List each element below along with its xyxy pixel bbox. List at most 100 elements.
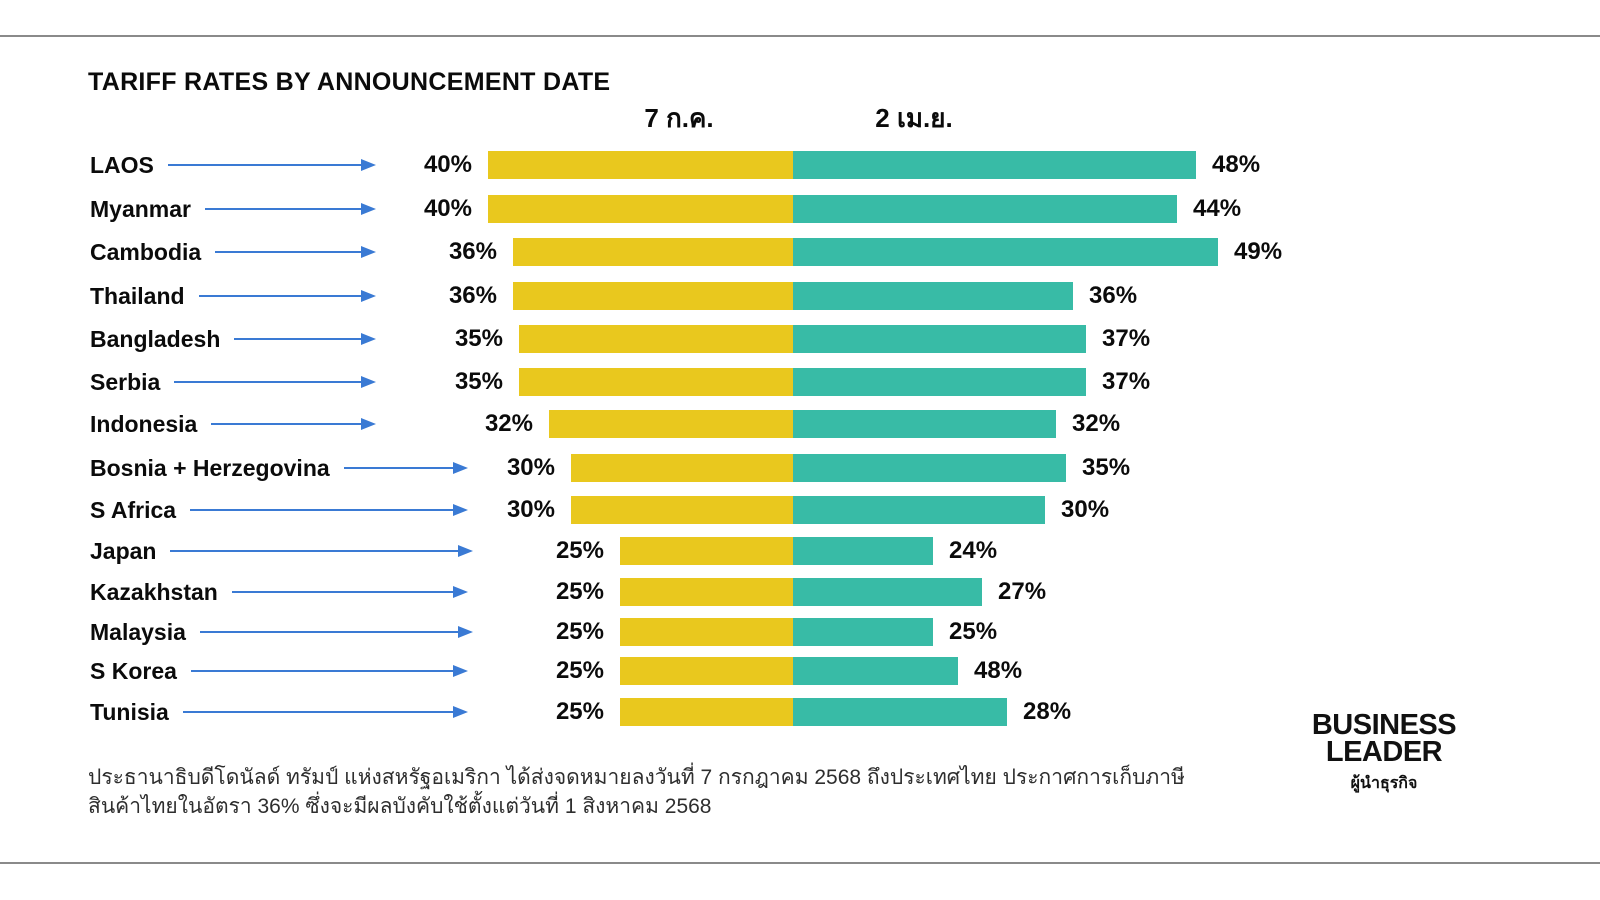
country-label: Malaysia <box>90 618 186 645</box>
arrow-line <box>211 417 376 430</box>
business-leader-logo: BUSINESS LEADER ผู้นำธุรกิจ <box>1303 709 1465 796</box>
country-label: Indonesia <box>90 410 198 437</box>
apr2-bar <box>793 282 1073 310</box>
jul7-bar <box>620 618 793 646</box>
footer-note-line2: สินค้าไทยในอัตรา 36% ซึ่งจะมีผลบังคับใช้… <box>88 795 712 818</box>
jul7-bar <box>620 578 793 606</box>
arrow-head-icon <box>361 158 376 171</box>
arrow-line <box>199 625 473 638</box>
arrow-head-icon <box>453 585 468 598</box>
country-label-arrow: Indonesia <box>90 410 376 438</box>
arrow-head-icon <box>458 625 473 638</box>
apr2-value-label: 37% <box>1102 325 1151 352</box>
apr2-bar <box>793 238 1218 266</box>
apr2-bar <box>793 410 1056 438</box>
arrow-head-icon <box>453 705 468 718</box>
arrow-line <box>198 289 376 302</box>
apr2-bar <box>793 151 1196 179</box>
country-label-arrow: Bosnia + Herzegovina <box>90 454 468 482</box>
apr2-bar <box>793 657 958 685</box>
jul7-value-label: 30% <box>506 496 555 523</box>
jul7-bar <box>488 195 793 223</box>
apr2-value-label: 28% <box>1023 698 1072 725</box>
logo-leader-text: LEADER <box>1325 736 1443 768</box>
footer-note-line1: ประธานาธิบดีโดนัลด์ ทรัมป์ แห่งสหรัฐอเมร… <box>88 766 1185 789</box>
jul7-bar <box>519 325 793 353</box>
arrow-head-icon <box>361 375 376 388</box>
logo-business-text: BUSINESS <box>1311 709 1457 741</box>
apr2-value-label: 48% <box>1212 151 1261 178</box>
jul7-bar <box>571 496 793 524</box>
jul7-bar <box>549 410 793 438</box>
apr2-value-label: 48% <box>974 657 1023 684</box>
apr2-bar <box>793 496 1045 524</box>
jul7-bar <box>519 368 793 396</box>
jul7-value-label: 36% <box>448 238 497 265</box>
arrow-head-icon <box>361 245 376 258</box>
top-divider-line <box>0 35 1600 37</box>
country-label: Kazakhstan <box>90 578 218 605</box>
country-label: Serbia <box>90 368 161 395</box>
arrow-line <box>190 664 468 677</box>
country-label: Tunisia <box>90 698 169 725</box>
apr2-bar <box>793 454 1066 482</box>
jul7-bar <box>620 537 793 565</box>
apr2-value-label: 32% <box>1072 410 1121 437</box>
country-label: Thailand <box>90 282 185 309</box>
apr2-value-label: 35% <box>1082 454 1131 481</box>
column-header-apr2: 2 เม.ย. <box>875 103 953 133</box>
arrow-line <box>174 375 376 388</box>
country-label-arrow: Myanmar <box>90 195 376 223</box>
apr2-value-label: 25% <box>949 618 998 645</box>
jul7-bar <box>620 698 793 726</box>
arrow-line <box>170 544 473 557</box>
country-label-arrow: Thailand <box>90 282 376 310</box>
apr2-value-label: 36% <box>1089 282 1138 309</box>
jul7-value-label: 40% <box>423 151 472 178</box>
arrow-line <box>234 332 376 345</box>
arrow-line <box>190 503 468 516</box>
country-label-arrow: S Africa <box>90 496 468 524</box>
country-label-arrow: Serbia <box>90 368 376 396</box>
jul7-value-label: 35% <box>454 325 503 352</box>
arrow-head-icon <box>361 417 376 430</box>
arrow-line <box>204 202 376 215</box>
jul7-value-label: 36% <box>448 282 497 309</box>
country-label-arrow: LAOS <box>90 151 376 179</box>
country-label: Bosnia + Herzegovina <box>90 454 330 481</box>
jul7-bar <box>513 238 793 266</box>
country-label: S Africa <box>90 496 177 523</box>
apr2-value-label: 37% <box>1102 368 1151 395</box>
arrow-line <box>343 461 468 474</box>
jul7-value-label: 25% <box>555 618 604 645</box>
country-label: Myanmar <box>90 195 191 222</box>
apr2-value-label: 24% <box>949 537 998 564</box>
jul7-value-label: 30% <box>506 454 555 481</box>
country-label-arrow: Cambodia <box>90 238 376 266</box>
arrow-line <box>167 158 376 171</box>
jul7-bar <box>571 454 793 482</box>
bottom-divider-line <box>0 862 1600 864</box>
jul7-bar <box>488 151 793 179</box>
country-label-arrow: Kazakhstan <box>90 578 468 606</box>
jul7-value-label: 32% <box>484 410 533 437</box>
country-label-arrow: Bangladesh <box>90 325 376 353</box>
country-label: Japan <box>90 537 157 564</box>
country-label-arrow: Japan <box>90 537 473 565</box>
apr2-value-label: 27% <box>998 578 1047 605</box>
apr2-value-label: 30% <box>1061 496 1110 523</box>
arrow-head-icon <box>361 202 376 215</box>
apr2-bar <box>793 578 982 606</box>
apr2-bar <box>793 537 933 565</box>
chart-title: TARIFF RATES BY ANNOUNCEMENT DATE <box>88 68 611 96</box>
country-label: LAOS <box>90 151 154 178</box>
jul7-bar <box>513 282 793 310</box>
jul7-value-label: 25% <box>555 537 604 564</box>
apr2-value-label: 44% <box>1193 195 1242 222</box>
jul7-value-label: 35% <box>454 368 503 395</box>
arrow-head-icon <box>458 544 473 557</box>
apr2-bar <box>793 618 933 646</box>
column-header-jul7: 7 ก.ค. <box>644 103 714 133</box>
country-label-arrow: S Korea <box>90 657 468 685</box>
jul7-value-label: 40% <box>423 195 472 222</box>
